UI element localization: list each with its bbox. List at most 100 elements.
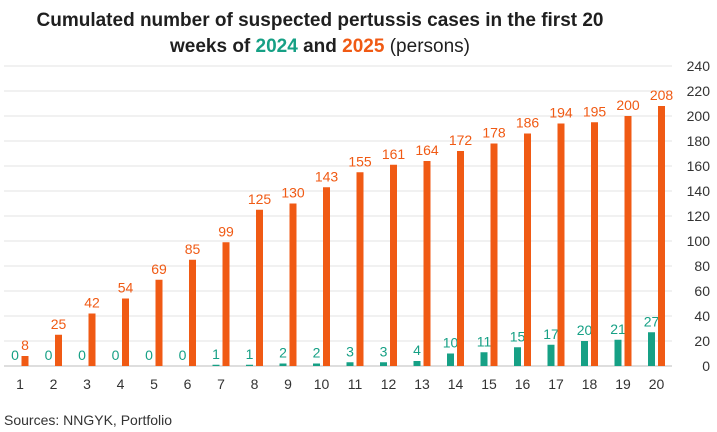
data-label-2024: 2 — [313, 345, 321, 361]
bar-2024 — [380, 362, 387, 366]
bar-2025 — [557, 123, 565, 366]
data-label-2025: 130 — [281, 185, 305, 201]
y-tick-label: 200 — [687, 108, 711, 124]
chart-title-connector: and — [297, 36, 343, 57]
data-label-2025: 172 — [449, 132, 473, 148]
bar-2025 — [390, 164, 397, 366]
bar-2024 — [648, 332, 655, 366]
data-label-2024: 27 — [644, 313, 660, 329]
data-label-2025: 155 — [348, 153, 372, 169]
bar-2024 — [346, 362, 354, 366]
bar-2024 — [581, 341, 588, 366]
bar-2025 — [658, 106, 665, 366]
bar-2024 — [547, 344, 555, 366]
bar-2024 — [614, 339, 622, 366]
data-label-2025: 194 — [549, 105, 573, 121]
data-label-2024: 0 — [179, 347, 187, 363]
bar-2025 — [256, 209, 263, 366]
data-label-2024: 0 — [11, 347, 19, 363]
x-tick-label: 5 — [150, 376, 158, 392]
bar-2025 — [490, 143, 498, 366]
bar-2025 — [155, 279, 163, 366]
bar-2025 — [88, 313, 96, 366]
data-label-2024: 11 — [477, 333, 492, 349]
data-label-2025: 208 — [650, 87, 674, 103]
data-label-2024: 20 — [577, 322, 593, 338]
data-label-2024: 4 — [413, 342, 421, 358]
y-tick-label: 60 — [694, 283, 710, 299]
source-note: Sources: NNGYK, Portfolio — [4, 412, 173, 428]
data-label-2024: 10 — [443, 335, 459, 351]
y-tick-label: 180 — [687, 133, 711, 149]
bar-2025 — [55, 334, 62, 366]
x-tick-label: 11 — [348, 376, 363, 392]
x-tick-label: 14 — [448, 376, 464, 392]
y-tick-label: 20 — [694, 333, 710, 349]
data-label-2024: 0 — [78, 347, 86, 363]
chart-title-prefix: weeks of — [170, 36, 256, 57]
data-label-2025: 54 — [118, 280, 134, 296]
bar-2025 — [423, 161, 431, 366]
x-tick-label: 15 — [481, 376, 497, 392]
x-tick-label: 13 — [414, 376, 430, 392]
x-tick-label: 17 — [548, 376, 564, 392]
data-label-2024: 0 — [112, 347, 120, 363]
bar-2025 — [356, 172, 364, 366]
data-label-2025: 164 — [415, 142, 439, 158]
data-label-2025: 25 — [51, 316, 67, 332]
data-label-2024: 15 — [510, 328, 526, 344]
y-tick-label: 220 — [687, 83, 711, 99]
bar-2025 — [21, 356, 29, 366]
x-tick-label: 1 — [16, 376, 24, 392]
data-label-2024: 0 — [145, 347, 153, 363]
chart-title-suffix: (persons) — [384, 36, 470, 57]
bar-2024 — [246, 364, 253, 366]
y-tick-label: 0 — [702, 358, 710, 374]
x-tick-label: 16 — [515, 376, 531, 392]
data-label-2024: 21 — [610, 321, 626, 337]
data-label-2024: 0 — [45, 347, 53, 363]
bar-2025 — [323, 187, 330, 366]
x-tick-label: 10 — [314, 376, 330, 392]
chart-title-year-2024: 2024 — [255, 36, 298, 57]
bar-2025 — [122, 298, 129, 366]
chart-title: Cumulated number of suspected pertussis … — [0, 8, 640, 60]
y-tick-label: 240 — [687, 58, 711, 74]
data-label-2025: 200 — [616, 97, 640, 113]
x-tick-label: 4 — [117, 376, 125, 392]
bar-2024 — [212, 364, 220, 366]
data-label-2025: 42 — [84, 295, 100, 311]
y-tick-label: 100 — [687, 233, 711, 249]
y-tick-label: 80 — [694, 258, 710, 274]
x-tick-label: 20 — [649, 376, 665, 392]
data-label-2025: 125 — [248, 191, 272, 207]
data-label-2025: 85 — [185, 241, 201, 257]
data-label-2024: 17 — [543, 326, 559, 342]
data-label-2024: 1 — [212, 346, 220, 362]
bar-2025 — [457, 151, 464, 366]
y-tick-label: 140 — [687, 183, 711, 199]
data-label-2025: 143 — [315, 168, 339, 184]
x-tick-label: 7 — [217, 376, 225, 392]
x-tick-label: 12 — [381, 376, 397, 392]
data-label-2025: 99 — [218, 223, 234, 239]
chart-title-year-2025: 2025 — [342, 36, 385, 57]
bar-2024 — [514, 347, 521, 366]
y-tick-label: 120 — [687, 208, 711, 224]
bar-2024 — [313, 363, 320, 366]
x-tick-label: 9 — [284, 376, 292, 392]
data-label-2024: 2 — [279, 345, 287, 361]
data-label-2025: 8 — [21, 337, 29, 353]
data-label-2024: 1 — [246, 346, 254, 362]
chart-title-line2: weeks of 2024 and 2025 (persons) — [0, 34, 640, 60]
bar-2024 — [480, 352, 488, 366]
bar-2025 — [524, 133, 531, 366]
data-label-2025: 69 — [151, 261, 167, 277]
data-label-2025: 186 — [516, 115, 540, 131]
y-tick-label: 40 — [694, 308, 710, 324]
bar-2025 — [289, 203, 297, 366]
bar-2024 — [413, 361, 421, 366]
data-label-2025: 195 — [583, 103, 607, 119]
chart-title-line1: Cumulated number of suspected pertussis … — [36, 10, 604, 31]
